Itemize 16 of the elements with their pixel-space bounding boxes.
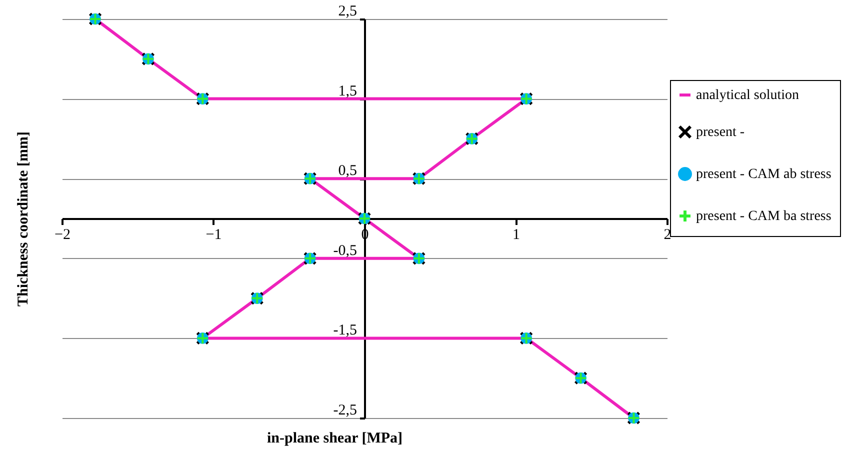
x-tick-label: 1 [512, 227, 520, 243]
y-axis-title: Thickness coordinate [mm] [16, 132, 32, 306]
legend-label: present - [696, 125, 745, 140]
y-tick-label: -2,5 [333, 402, 357, 418]
legend-label: present - CAM ba stress [696, 209, 832, 224]
x-tick-label: −1 [206, 227, 222, 243]
y-tick-label: -1,5 [333, 322, 357, 339]
x-tick-label: −2 [54, 227, 70, 243]
y-tick-label: 0,5 [338, 163, 357, 180]
y-tick-label: -0,5 [333, 242, 357, 259]
x-axis-title: in-plane shear [MPa] [266, 430, 403, 446]
y-tick-label: 1,5 [338, 83, 357, 100]
legend-label: present - CAM ab stress [696, 167, 832, 182]
y-tick-label: 2,5 [338, 4, 357, 20]
x-tick-label: 2 [664, 227, 672, 243]
legend-label: analytical solution [696, 88, 800, 103]
